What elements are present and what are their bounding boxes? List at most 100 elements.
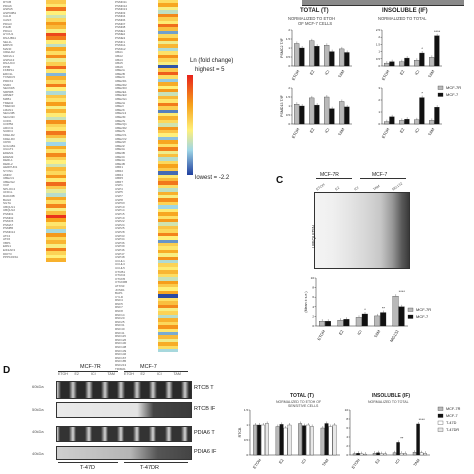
heatmap-cell bbox=[46, 149, 66, 153]
gene-label: UBE2D1 bbox=[115, 79, 127, 84]
heatmap-cell bbox=[158, 6, 178, 11]
legend-label: MCF-7 bbox=[416, 314, 429, 319]
gene-label: ARMET bbox=[3, 93, 14, 98]
bar bbox=[332, 424, 337, 456]
heatmap-cell bbox=[158, 95, 178, 100]
gene-label: SEL1L bbox=[3, 39, 13, 44]
heatmap-cell bbox=[46, 127, 66, 132]
gene-label: JOSD1 bbox=[115, 287, 125, 292]
gene-label: KDELR3 bbox=[3, 136, 15, 141]
bar bbox=[380, 312, 387, 327]
y-tick-label: 1.5 bbox=[286, 95, 291, 99]
d-lane-labels: ETOH E2 ICI TAM ETOH E2 ICI TAM bbox=[58, 372, 188, 379]
gene-label: DERL1 bbox=[3, 158, 13, 163]
heatmap-cell bbox=[158, 177, 178, 182]
heatmap-cell bbox=[46, 58, 66, 62]
heatmap-cell bbox=[46, 94, 66, 99]
y-tick-label: 0 bbox=[288, 64, 290, 68]
gene-label: UBA6 bbox=[115, 64, 123, 69]
gene-label: CD59 bbox=[3, 140, 11, 145]
c-group-line-2 bbox=[360, 178, 406, 179]
d-lane-label: E2 bbox=[140, 372, 145, 376]
heatmap-cell bbox=[158, 219, 178, 223]
legend-label: MCF-7R bbox=[446, 85, 461, 90]
gene-label: SYVN1 bbox=[3, 168, 13, 173]
d-bottom-line-2 bbox=[124, 462, 188, 463]
gene-label: RAD23B bbox=[3, 194, 15, 199]
gene-label: PSMB5 bbox=[3, 226, 14, 231]
bar bbox=[399, 453, 404, 456]
gene-label: USP34 bbox=[115, 237, 125, 242]
category-label: ETOH bbox=[291, 69, 301, 81]
size-marker-3: 40kDa bbox=[32, 429, 44, 434]
y-tick-label: 0 bbox=[378, 64, 380, 68]
gene-list-col1: RTCB PDIA6 HSPA5 HSP90B1 CALR CANX PDIA3 P4HB PD… bbox=[3, 0, 43, 260]
heatmap-cell bbox=[46, 160, 66, 164]
ubiquitin-chart: 0 2 4 6 8 10 ETOH E2 * ICI ** TAM **** MG132 (Mean ± s… bbox=[304, 276, 408, 343]
total-subtitle-2: OF MCF-7 CELLS bbox=[298, 21, 333, 26]
gene-label: HSP90B1 bbox=[3, 10, 17, 15]
heatmap-cell bbox=[158, 325, 178, 329]
legend-highest: highest = 5 bbox=[195, 67, 225, 73]
bar bbox=[344, 106, 350, 125]
category-label: TAM bbox=[337, 127, 345, 137]
heatmap-cell bbox=[158, 174, 178, 178]
heatmap-cell bbox=[158, 239, 178, 243]
bar bbox=[298, 423, 303, 456]
gene-label: UBE2H bbox=[115, 100, 126, 105]
heatmap-cell bbox=[158, 304, 178, 308]
bar bbox=[396, 442, 400, 456]
y-tick-label: 0 bbox=[346, 453, 348, 457]
gene-label: PSMD12 bbox=[115, 3, 128, 8]
heatmap-cell bbox=[158, 112, 178, 117]
heatmap-cell bbox=[46, 145, 66, 150]
gene-label: UBE4B bbox=[115, 161, 125, 166]
bar bbox=[299, 47, 305, 67]
gene-label: UBE2A bbox=[115, 68, 125, 73]
heatmap-cell bbox=[158, 164, 178, 168]
gene-label: RNF20 bbox=[115, 316, 125, 321]
gene-label: USP36 bbox=[115, 240, 125, 245]
d-lane-label: TAM bbox=[173, 372, 181, 376]
gene-label: CRELD2 bbox=[3, 50, 15, 55]
category-label: E2 bbox=[309, 126, 316, 133]
gene-label: TMED2 bbox=[3, 100, 14, 105]
y-tick-label: 0 bbox=[312, 324, 314, 328]
bar bbox=[399, 61, 405, 67]
y-tick-label: 1.5 bbox=[376, 42, 381, 46]
gene-label: CANX bbox=[3, 17, 12, 22]
heatmap-cell bbox=[46, 211, 66, 215]
gene-label: ATXN3 bbox=[115, 283, 125, 288]
gene-label: UBE3A bbox=[115, 147, 125, 152]
gene-label: UBR2 bbox=[115, 168, 124, 173]
legend-color-bar bbox=[187, 75, 193, 175]
gene-label: PSMD2 bbox=[3, 215, 14, 220]
bar bbox=[383, 453, 387, 456]
heatmap-cell bbox=[158, 140, 178, 144]
heatmap-cell bbox=[158, 78, 178, 83]
gene-label: USP4 bbox=[115, 186, 123, 191]
gene-label: SDF2L1 bbox=[3, 53, 15, 58]
category-label: ICI bbox=[300, 458, 307, 465]
legend-label: MCF-7 bbox=[446, 92, 459, 97]
heatmap-cell bbox=[158, 27, 178, 31]
heatmap-cell bbox=[158, 109, 178, 113]
legend-swatch bbox=[437, 420, 444, 425]
y-tick-label: 1.5 bbox=[244, 408, 249, 412]
significance-stars: **** bbox=[419, 417, 426, 422]
heatmap-cell bbox=[46, 40, 66, 44]
bar bbox=[404, 57, 410, 67]
gene-label: USP33 bbox=[115, 233, 125, 238]
heatmap-cell bbox=[158, 34, 178, 38]
bar bbox=[306, 424, 310, 456]
gene-label: DERL2 bbox=[3, 161, 13, 166]
heatmap-cell bbox=[158, 126, 178, 131]
heatmap-cell bbox=[158, 277, 178, 281]
gene-label: SEC24D bbox=[3, 115, 15, 119]
bar bbox=[429, 120, 435, 125]
heatmap-cell bbox=[158, 191, 178, 196]
bar bbox=[283, 427, 288, 456]
gene-label: TXNDC5 bbox=[3, 75, 16, 80]
bar bbox=[419, 52, 425, 67]
category-label: ICI bbox=[323, 127, 330, 134]
